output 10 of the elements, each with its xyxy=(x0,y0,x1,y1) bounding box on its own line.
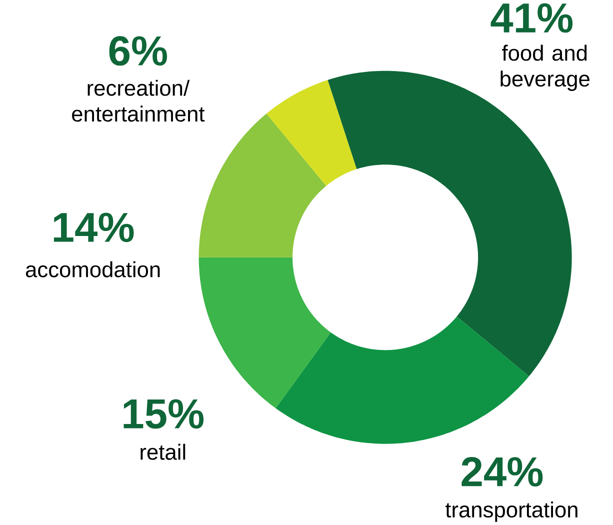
slice-label: transportation xyxy=(445,501,578,522)
data-label: 41% xyxy=(490,3,573,33)
slice-label: accomodation xyxy=(26,261,160,278)
data-label: 14% xyxy=(54,212,134,242)
data-label: 15% xyxy=(124,399,204,429)
data-label: 24% xyxy=(462,456,543,486)
slice-label: retail xyxy=(140,444,186,460)
slice-label: food and beverage xyxy=(500,44,590,91)
data-label: 6% xyxy=(109,36,168,66)
slice-label: recreation/ entertainment xyxy=(72,80,205,122)
